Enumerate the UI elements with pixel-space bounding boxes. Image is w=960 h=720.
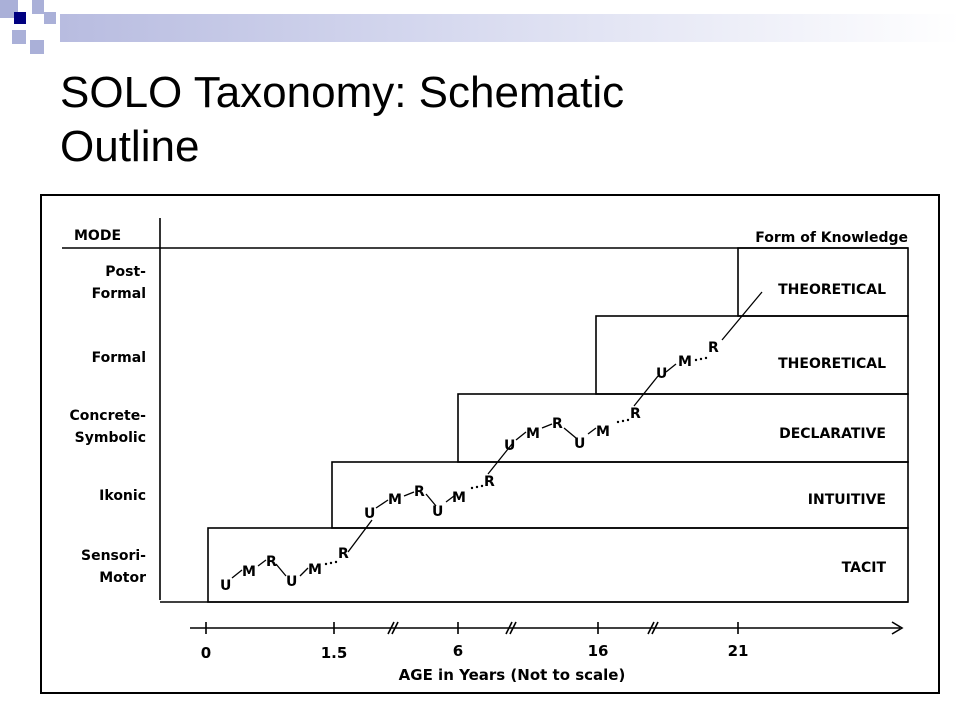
dot bbox=[704, 356, 708, 360]
cycle-u: U bbox=[432, 504, 443, 520]
solo-diagram-svg: MODE Form of Knowledge Post- Formal Form… bbox=[62, 218, 909, 684]
corner-square-6 bbox=[30, 40, 44, 54]
cycle-m: M bbox=[308, 562, 322, 578]
mode-concrete-symbolic-line2: Symbolic bbox=[75, 430, 146, 446]
cycle-link bbox=[425, 493, 437, 507]
cycle-r: R bbox=[630, 406, 641, 422]
slide-title: SOLO Taxonomy: Schematic Outline bbox=[60, 66, 820, 174]
cycle-link bbox=[587, 427, 597, 435]
dot bbox=[470, 486, 474, 490]
cycle-link bbox=[275, 563, 287, 577]
cycle-link bbox=[375, 499, 389, 509]
mode-post-formal-line1: Post- bbox=[105, 264, 146, 280]
solo-diagram: MODE Form of Knowledge Post- Formal Form… bbox=[40, 194, 940, 694]
knowledge-intuitive: INTUITIVE bbox=[808, 492, 886, 508]
age-label-21: 21 bbox=[728, 642, 749, 660]
dot bbox=[480, 484, 484, 488]
cycle-u: U bbox=[364, 506, 375, 522]
age-label-0: 0 bbox=[201, 644, 211, 662]
cycle-link bbox=[515, 431, 527, 441]
level-link-3 bbox=[633, 375, 659, 407]
step-formal bbox=[595, 315, 909, 395]
dot bbox=[329, 561, 333, 565]
cycle-m: M bbox=[452, 490, 466, 506]
dot bbox=[324, 562, 328, 566]
cycle-u: U bbox=[574, 436, 585, 452]
cycle-u: U bbox=[504, 438, 515, 454]
cycle-m: M bbox=[526, 426, 540, 442]
cycle-r: R bbox=[266, 554, 277, 570]
cycle-r: R bbox=[708, 340, 719, 356]
cycle-m: M bbox=[596, 424, 610, 440]
corner-square-2 bbox=[14, 12, 26, 24]
mode-formal: Formal bbox=[92, 350, 146, 366]
cycle-link bbox=[403, 491, 415, 497]
knowledge-theoretical-post-formal: THEORETICAL bbox=[778, 282, 886, 298]
corner-square-5 bbox=[12, 30, 26, 44]
mode-concrete-symbolic-line1: Concrete- bbox=[69, 408, 146, 424]
dot bbox=[626, 418, 630, 422]
mode-post-formal-line2: Formal bbox=[92, 286, 146, 302]
dot bbox=[334, 560, 338, 564]
level-link-2 bbox=[487, 443, 513, 475]
cycle-r: R bbox=[338, 546, 349, 562]
mode-ikonic: Ikonic bbox=[99, 488, 146, 504]
cycle-link bbox=[231, 569, 243, 579]
mode-header: MODE bbox=[74, 228, 121, 244]
cycle-m: M bbox=[388, 492, 402, 508]
dot bbox=[694, 358, 698, 362]
cycle-r: R bbox=[484, 474, 495, 490]
corner-square-1 bbox=[0, 0, 18, 18]
mode-sensori-motor-line2: Motor bbox=[99, 570, 146, 586]
cycle-u: U bbox=[286, 574, 297, 590]
knowledge-header: Form of Knowledge bbox=[755, 230, 908, 246]
age-label-6: 6 bbox=[453, 642, 463, 660]
level-link-4 bbox=[721, 291, 763, 341]
corner-square-4 bbox=[44, 12, 56, 24]
axis-break-icon bbox=[647, 621, 659, 635]
level-link-1 bbox=[347, 519, 373, 553]
axis-arrow-icon bbox=[891, 621, 904, 635]
header-bar bbox=[60, 14, 960, 42]
dot bbox=[616, 420, 620, 424]
cycle-u: U bbox=[220, 578, 231, 594]
cycle-u: U bbox=[656, 366, 667, 382]
knowledge-tacit: TACIT bbox=[842, 560, 887, 576]
cycle-m: M bbox=[242, 564, 256, 580]
cycle-r: R bbox=[552, 416, 563, 432]
dot bbox=[621, 419, 625, 423]
dot bbox=[475, 485, 479, 489]
cycle-link bbox=[541, 423, 553, 429]
cycle-r: R bbox=[414, 484, 425, 500]
cycle-link bbox=[665, 363, 677, 373]
cycle-link bbox=[445, 495, 455, 503]
knowledge-theoretical-formal: THEORETICAL bbox=[778, 356, 886, 372]
age-label-16: 16 bbox=[588, 642, 609, 660]
dot bbox=[699, 357, 703, 361]
mode-sensori-motor-line1: Sensori- bbox=[81, 548, 146, 564]
age-axis-label: AGE in Years (Not to scale) bbox=[399, 666, 626, 684]
cycle-link bbox=[299, 567, 309, 577]
axis-break-icon bbox=[505, 621, 517, 635]
axis-break-icon bbox=[387, 621, 399, 635]
corner-square-3 bbox=[32, 0, 44, 14]
cycle-m: M bbox=[678, 354, 692, 370]
knowledge-declarative: DECLARATIVE bbox=[779, 426, 886, 442]
slide-title-line-1: SOLO Taxonomy: Schematic bbox=[60, 68, 625, 117]
age-label-1-5: 1.5 bbox=[321, 644, 348, 662]
cycle-link bbox=[257, 559, 267, 567]
slide-title-line-2: Outline bbox=[60, 122, 200, 171]
cycle-link bbox=[563, 427, 577, 439]
